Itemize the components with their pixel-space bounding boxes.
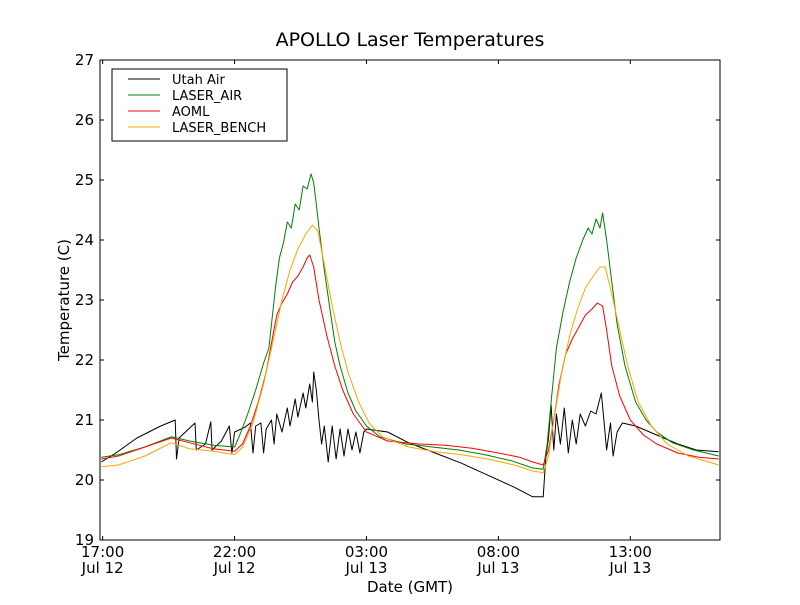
series-line-laser-air	[101, 173, 719, 470]
legend-label: LASER_AIR	[172, 89, 242, 104]
series-group	[101, 173, 719, 498]
legend-label: LASER_BENCH	[172, 121, 266, 136]
y-tick-label: 25	[75, 171, 94, 189]
y-tick-label: 21	[75, 411, 94, 429]
y-tick-label: 24	[75, 231, 94, 249]
y-axis-label: Temperature (C)	[55, 239, 73, 362]
x-tick-label: 08:00	[477, 543, 520, 561]
legend-box	[111, 68, 288, 142]
chart-title: APOLLO Laser Temperatures	[276, 29, 545, 51]
x-tick-date-label: Jul 12	[213, 559, 256, 577]
series-line-utah-air	[101, 371, 719, 498]
x-tick-date-label: Jul 13	[608, 559, 651, 577]
legend-label: AOML	[172, 105, 210, 120]
y-tick-label: 19	[75, 531, 94, 549]
x-tick-date-label: Jul 13	[476, 559, 519, 577]
y-tick-label: 20	[75, 471, 94, 489]
x-tick-date-label: Jul 13	[344, 559, 387, 577]
x-tick-label: 17:00	[81, 543, 124, 561]
series-line-laser-bench	[101, 224, 719, 474]
x-tick-label: 22:00	[213, 543, 256, 561]
legend-label: Utah Air	[172, 73, 225, 88]
y-tick-label: 26	[75, 111, 94, 129]
x-tick-label: 03:00	[345, 543, 388, 561]
y-tick-label: 22	[75, 351, 94, 369]
x-tick-label: 13:00	[609, 543, 652, 561]
x-axis-label: Date (GMT)	[367, 578, 453, 596]
x-tick-date-label: Jul 12	[81, 559, 124, 577]
series-line-aoml	[101, 254, 719, 466]
plot-area	[101, 173, 719, 498]
y-tick-label: 23	[75, 291, 94, 309]
y-tick-label: 27	[75, 51, 94, 69]
